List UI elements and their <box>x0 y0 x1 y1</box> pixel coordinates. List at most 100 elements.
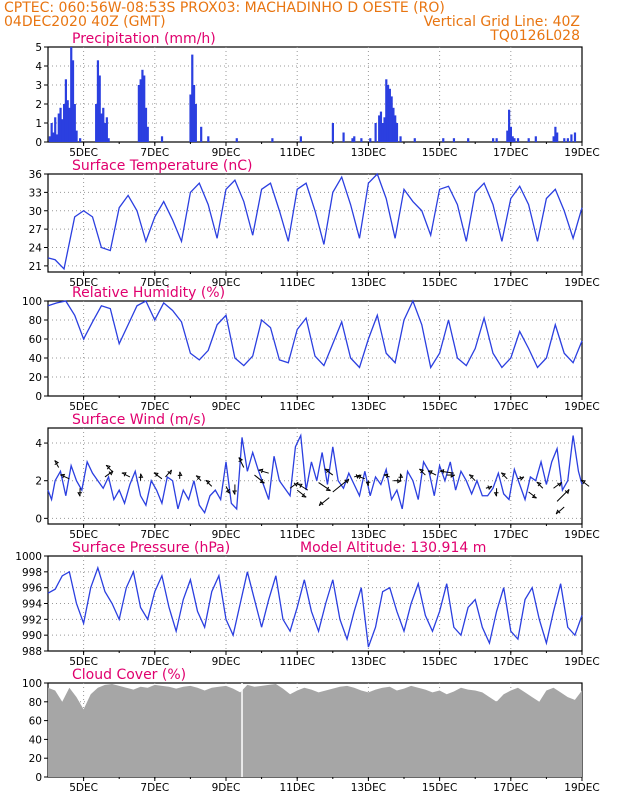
panel-wind: Surface Wind (m/s) 0 2 4 5DEC 7DEC 9DEC 11DEC 13… <box>35 412 599 541</box>
precip-bar <box>573 132 577 142</box>
panel-title: Relative Humidity (%) <box>72 285 225 301</box>
wind-arrow-head <box>428 470 433 475</box>
x-tick-label: 15DEC <box>422 656 457 668</box>
y-tick-label: 0 <box>35 391 42 403</box>
precip-bar <box>70 47 73 142</box>
panel-precip: Precipitation (mm/h) 0 1 2 3 4 5 5DEC 7DEC 9DEC 11… <box>35 31 599 159</box>
precip-bar <box>137 85 140 142</box>
wind-arrow <box>439 470 454 474</box>
x-tick-label: 13DEC <box>351 529 386 541</box>
precip-bar <box>107 138 110 142</box>
wind-arrow <box>153 472 163 480</box>
x-tick-label: 11DEC <box>279 401 314 413</box>
precip-bar <box>331 123 334 142</box>
precip-bar <box>342 132 345 142</box>
header-date: 04DEC2020 40Z (GMT) <box>4 14 166 30</box>
wind-arrow-head <box>324 468 330 473</box>
wind-arrow-head <box>297 483 303 488</box>
wind-arrow <box>324 468 334 476</box>
y-tick-label: 20 <box>29 753 42 765</box>
precip-bar <box>57 113 60 142</box>
x-tick-label: 13DEC <box>351 277 386 289</box>
wind-arrow-head <box>536 481 542 487</box>
x-tick-label: 7DEC <box>140 529 169 541</box>
y-tick-label: 80 <box>29 315 42 327</box>
wind-arrow <box>254 474 265 484</box>
wind-arrow-head <box>293 482 299 487</box>
x-tick-label: 13DEC <box>351 147 386 159</box>
wind-arrow-head <box>232 490 237 495</box>
wind-arrow <box>205 479 213 487</box>
precip-bar <box>103 123 107 142</box>
x-tick-label: 15DEC <box>422 277 457 289</box>
precip-bar <box>399 136 402 142</box>
panel-pressure: Surface Pressure (hPa) Model Altitude: 13… <box>15 540 599 668</box>
precip-bar <box>570 134 573 142</box>
wind-line <box>47 433 583 515</box>
wind-arrow <box>121 472 131 478</box>
x-tick-label: 13DEC <box>351 401 386 413</box>
wind-arrow-head <box>318 500 324 506</box>
x-tick-label: 19DEC <box>564 782 599 794</box>
precip-bar <box>71 60 75 142</box>
y-tick-label: 20 <box>29 372 42 384</box>
precip-bar <box>55 134 59 142</box>
precip-bar <box>395 123 399 142</box>
header-grid-line: Vertical Grid Line: 40Z <box>424 14 580 30</box>
wind-arrow-head <box>419 468 425 474</box>
wind-arrow <box>528 491 537 499</box>
precip-bar <box>369 138 372 142</box>
wind-arrow-head <box>325 486 331 492</box>
x-tick-label: 9DEC <box>212 147 241 159</box>
precip-bar <box>351 138 354 142</box>
precip-bar <box>413 138 416 142</box>
precip-bar <box>160 136 164 142</box>
precip-bar <box>98 75 101 142</box>
wind-arrow <box>468 474 476 482</box>
y-tick-label: 21 <box>29 261 42 273</box>
x-tick-label: 11DEC <box>279 147 314 159</box>
precip-bar <box>139 79 142 142</box>
precip-bar <box>66 100 69 142</box>
x-tick-label: 19DEC <box>564 656 599 668</box>
wind-arrow-head <box>439 469 445 474</box>
x-tick-label: 9DEC <box>212 656 241 668</box>
precip-bar <box>194 104 197 142</box>
panel-title: Surface Temperature (nC) <box>72 158 253 174</box>
wind-arrow <box>297 483 309 491</box>
panel-title: Cloud Cover (%) <box>72 667 186 683</box>
precip-bar <box>189 94 192 142</box>
wind-arrow-head <box>77 492 82 497</box>
precip-bar <box>383 117 386 142</box>
wind-arrow <box>580 479 590 487</box>
precip-bar <box>96 60 100 142</box>
precip-bar <box>102 107 105 142</box>
y-tick-label: 990 <box>22 630 42 642</box>
precip-bar <box>513 138 516 142</box>
precip-bar <box>52 132 55 142</box>
y-tick-label: 994 <box>22 599 42 611</box>
wind-arrow-head <box>259 479 265 484</box>
precip-bar <box>378 115 381 142</box>
wind-arrow <box>225 486 231 494</box>
wind-arrow <box>60 474 70 480</box>
wind-arrow-head <box>205 479 211 485</box>
wind-arrow <box>427 470 437 476</box>
y-tick-label: 30 <box>29 206 42 218</box>
wind-arrow-head <box>557 482 562 487</box>
wind-arrow <box>165 469 172 478</box>
panel-title: Surface Wind (m/s) <box>72 412 206 428</box>
wind-arrow-head <box>121 472 127 477</box>
x-tick-label: 9DEC <box>212 401 241 413</box>
y-tick-label: 1 <box>35 118 42 130</box>
precip-bar <box>63 104 66 142</box>
panel-frame <box>47 46 583 143</box>
y-tick-label: 80 <box>29 697 42 709</box>
x-tick-label: 19DEC <box>564 401 599 413</box>
precip-bar <box>54 117 57 142</box>
wind-arrow-head <box>356 474 362 480</box>
panel-rh: Relative Humidity (%) 0 20 40 60 80 100 5DEC 7DE… <box>22 285 600 413</box>
precip-bar <box>61 119 64 142</box>
precip-bar <box>385 79 388 142</box>
precip-bar <box>68 107 71 142</box>
